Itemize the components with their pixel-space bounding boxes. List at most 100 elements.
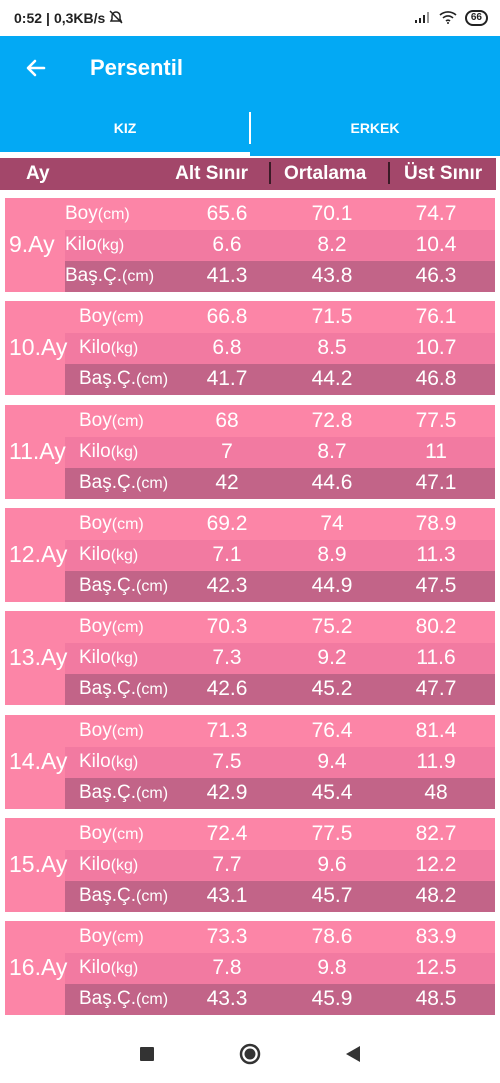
measure-name: Boy [79, 513, 112, 534]
month-label: 13.Ay [9, 644, 68, 670]
measure-name: Baş.Ç. [79, 885, 137, 906]
row-background [65, 953, 495, 984]
measure-label: Boy (cm) [79, 823, 144, 845]
percentile-value: 8.5 [317, 336, 347, 359]
measure-name: Baş.Ç. [79, 472, 137, 493]
measure-name: Boy [79, 926, 112, 947]
percentile-value: 7.8 [212, 956, 242, 979]
signal-icon [414, 10, 431, 26]
measure-label: Baş.Ç. (cm) [79, 575, 168, 597]
measure-name: Baş.Ç. [79, 575, 137, 596]
measure-unit: (kg) [110, 340, 139, 357]
row-background [65, 509, 495, 540]
percentile-value: 72.8 [311, 409, 353, 432]
measure-unit: (cm) [136, 888, 169, 905]
back-icon[interactable] [345, 1045, 361, 1063]
header-ust-sinir: Üst Sınır [404, 163, 483, 184]
percentile-value: 45.2 [311, 677, 353, 700]
row-background [65, 778, 495, 809]
percentile-value: 75.2 [311, 615, 353, 638]
percentile-value: 78.6 [311, 925, 353, 948]
percentile-value: 46.8 [415, 367, 457, 390]
status-right: 66 [414, 10, 488, 27]
percentile-value: 47.5 [415, 574, 457, 597]
measure-name: Boy [79, 616, 112, 637]
measure-unit: (cm) [136, 578, 169, 595]
measure-unit: (kg) [96, 237, 125, 254]
percentile-value: 11.9 [416, 750, 456, 773]
month-label: 10.Ay [9, 334, 68, 360]
measure-name: Boy [79, 720, 112, 741]
row-background [65, 984, 495, 1015]
percentile-value: 44.9 [311, 574, 353, 597]
percentile-value: 47.1 [415, 471, 457, 494]
percentile-value: 12.5 [415, 956, 457, 979]
percentile-value: 45.4 [311, 781, 353, 804]
measure-label: Baş.Ç. (cm) [79, 368, 168, 390]
measure-name: Baş.Ç. [65, 265, 123, 286]
measure-label: Boy (cm) [65, 203, 130, 225]
measure-label: Boy (cm) [79, 410, 144, 432]
measure-label: Baş.Ç. (cm) [65, 265, 154, 287]
measure-unit: (cm) [136, 991, 169, 1008]
percentile-value: 78.9 [415, 512, 457, 535]
row-background [65, 716, 495, 747]
measure-name: Kilo [65, 234, 97, 255]
row-background [65, 674, 495, 705]
percentile-value: 11.3 [416, 543, 456, 566]
percentile-value: 10.4 [415, 233, 457, 256]
measure-label: Boy (cm) [79, 616, 144, 638]
month-card: Boy (cm) 68 72.8 77.5 Kilo (kg) 7 8.7 11 Baş.Ç. (cm… [5, 405, 495, 499]
percentile-value: 65.6 [206, 202, 248, 225]
percentile-value: 6.8 [212, 336, 242, 359]
month-card: Boy (cm) 71.3 76.4 81.4 Kilo (kg) 7.5 9.4 11.9 Baş… [5, 715, 495, 809]
percentile-value: 76.1 [415, 305, 457, 328]
month-label: 12.Ay [9, 541, 68, 567]
row-background [65, 437, 495, 468]
percentile-value: 6.6 [212, 233, 242, 256]
percentile-value: 42.3 [206, 574, 248, 597]
measure-label: Kilo (kg) [79, 337, 138, 359]
header-divider [269, 162, 271, 184]
row-background [65, 302, 495, 333]
percentile-value: 42 [215, 471, 239, 494]
month-card: Boy (cm) 65.6 70.1 74.7 Kilo (kg) 6.6 8.2 10.4 Baş… [5, 198, 495, 292]
measure-unit: (cm) [111, 619, 144, 636]
tab-kiz[interactable]: KIZ [0, 100, 250, 156]
percentile-value: 41.3 [206, 264, 248, 287]
measure-unit: (cm) [111, 826, 144, 843]
measure-label: Boy (cm) [79, 720, 144, 742]
month-card: Boy (cm) 72.4 77.5 82.7 Kilo (kg) 7.7 9.6 12.2 Baş… [5, 818, 495, 912]
row-background [65, 612, 495, 643]
measure-label: Baş.Ç. (cm) [79, 782, 168, 804]
network-speed: 0,3KB/s [53, 10, 106, 26]
measure-unit: (cm) [111, 929, 144, 946]
measure-unit: (kg) [110, 754, 139, 771]
measure-name: Kilo [79, 647, 111, 668]
percentile-value: 47.7 [415, 677, 457, 700]
percentile-value: 7.1 [212, 543, 242, 566]
measure-name: Kilo [79, 441, 111, 462]
percentile-value: 8.2 [317, 233, 347, 256]
measure-unit: (cm) [111, 723, 144, 740]
percentile-value: 48.5 [415, 987, 457, 1010]
measure-name: Kilo [79, 957, 111, 978]
measure-unit: (kg) [110, 650, 139, 667]
percentile-value: 9.4 [317, 750, 347, 773]
header-ortalama: Ortalama [284, 163, 367, 184]
arrow-left-icon[interactable] [22, 54, 50, 82]
home-icon[interactable] [239, 1043, 261, 1065]
tab-erkek[interactable]: ERKEK [350, 120, 400, 136]
row-background [65, 571, 495, 602]
measure-label: Kilo (kg) [79, 751, 138, 773]
month-label: 14.Ay [9, 748, 68, 774]
row-background [65, 468, 495, 499]
battery-icon: 66 [464, 10, 488, 26]
percentile-value: 11.6 [416, 646, 456, 669]
system-nav-bar [0, 1025, 500, 1083]
measure-name: Baş.Ç. [79, 988, 137, 1009]
app-bar: Persentil [0, 36, 500, 100]
measure-label: Baş.Ç. (cm) [79, 988, 168, 1010]
percentile-value: 8.7 [317, 440, 347, 463]
recent-apps-icon[interactable] [139, 1046, 155, 1062]
